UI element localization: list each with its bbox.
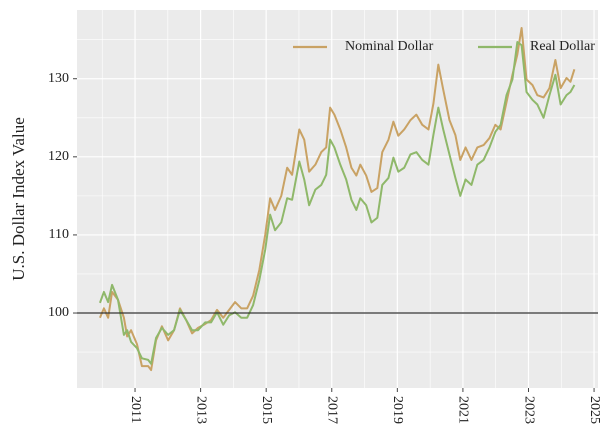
plot-background [77, 10, 598, 388]
y-axis-label: U.S. Dollar Index Value [9, 117, 28, 281]
y-tick-label: 120 [48, 149, 69, 164]
x-tick-label: 2017 [325, 396, 340, 424]
legend-label: Real Dollar [530, 39, 595, 54]
x-tick-label: 2013 [193, 396, 208, 424]
data-line [99, 41, 576, 365]
y-tick-label: 110 [49, 227, 69, 242]
y-tick-label: 130 [48, 71, 69, 86]
x-tick-label: 2011 [128, 396, 143, 423]
y-tick-label: 100 [48, 305, 69, 320]
x-tick-label: 2021 [456, 396, 471, 424]
x-tick-label: 2025 [587, 396, 602, 424]
x-tick-label: 2019 [390, 396, 405, 424]
x-tick-label: 2023 [521, 396, 536, 424]
x-tick-label: 2015 [259, 396, 274, 424]
legend-label: Nominal Dollar [345, 39, 434, 54]
